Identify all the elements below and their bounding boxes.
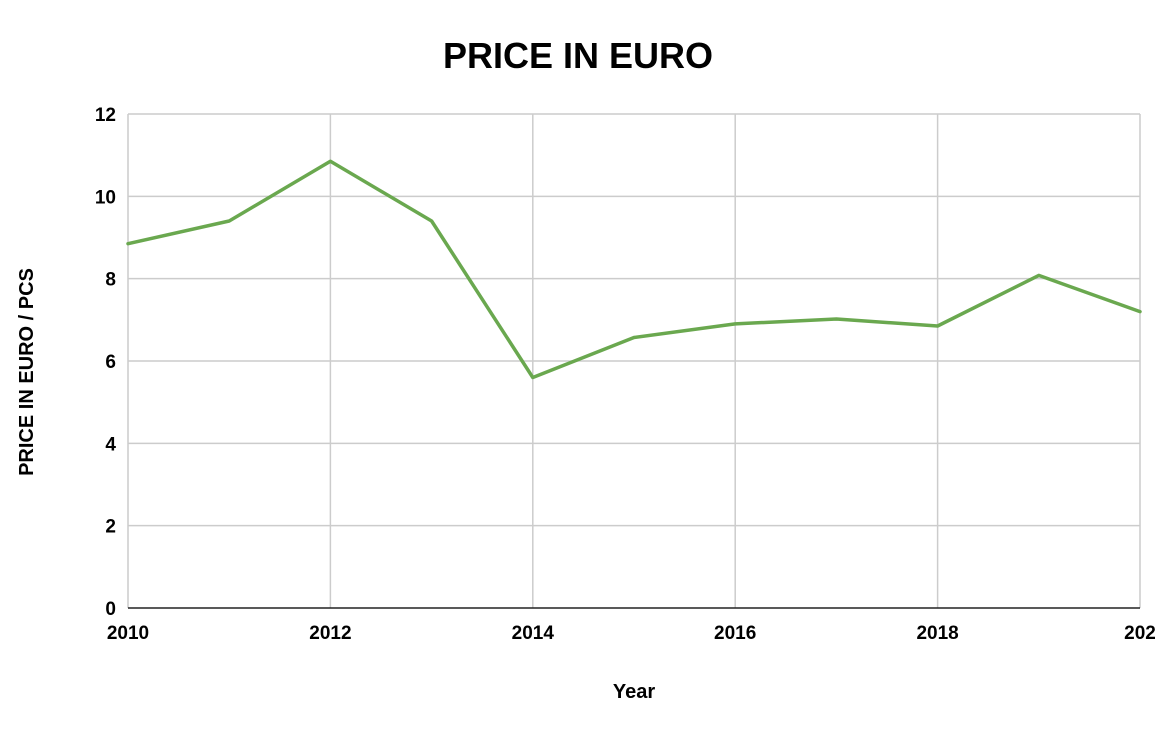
x-tick-label: 2012 <box>309 623 351 644</box>
y-tick-label: 12 <box>95 105 116 126</box>
series-layer <box>126 159 1142 380</box>
axes: 0 2 4 6 8 10 12 2010 2012 2014 2016 2018 202 <box>95 105 1155 644</box>
x-tick-label: 2010 <box>107 623 149 644</box>
y-tick-label: 0 <box>105 599 116 620</box>
grid <box>127 113 1141 608</box>
x-axis-title: Year <box>613 681 655 703</box>
y-tick-label: 8 <box>105 270 116 291</box>
y-tick-label: 6 <box>105 352 116 373</box>
x-tick-label: 202 <box>1124 623 1155 644</box>
y-axis-title: PRICE IN EURO / PCS <box>16 268 38 476</box>
x-tick-label: 2016 <box>714 623 756 644</box>
y-tick-label: 4 <box>105 434 116 455</box>
series-line-0 <box>126 159 1142 380</box>
x-tick-label: 2014 <box>512 623 555 644</box>
chart-title: PRICE IN EURO <box>443 35 713 76</box>
y-tick-label: 10 <box>95 187 116 208</box>
x-tick-label: 2018 <box>916 623 958 644</box>
y-tick-label: 2 <box>105 517 116 538</box>
